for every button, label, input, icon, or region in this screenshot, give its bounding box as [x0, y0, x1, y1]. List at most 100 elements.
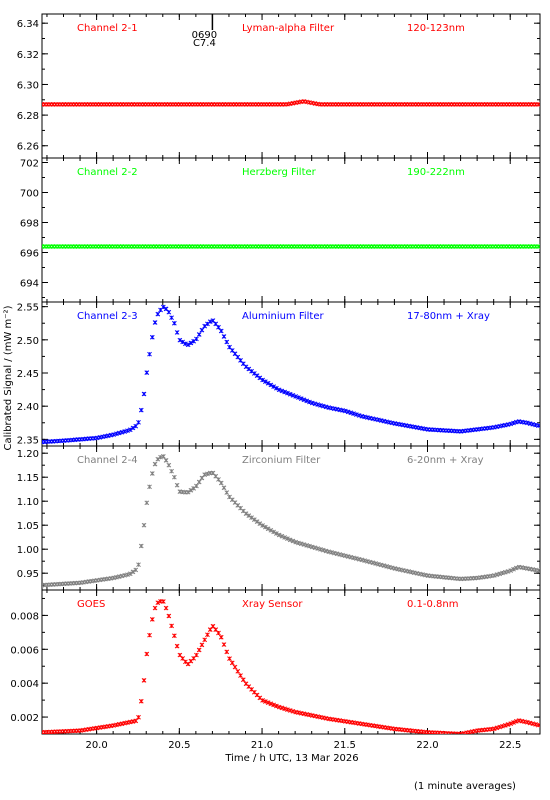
data-point	[279, 533, 285, 539]
data-point	[268, 527, 274, 533]
y-tick-label: 694	[20, 279, 39, 290]
panel-band-label: 120-123nm	[407, 23, 465, 34]
series-points	[42, 244, 540, 249]
panel-5: 0.002 0.004 0.006 0.008 GOES Xray Sensor 0.1-0…	[10, 589, 541, 735]
y-tick-label: 2.55	[17, 303, 39, 314]
data-point	[511, 720, 516, 725]
data-point	[232, 664, 238, 670]
panel-3: 2.35 2.40 2.45 2.50 2.55 Channel 2-3 Aluminium…	[17, 301, 541, 447]
data-point	[494, 725, 500, 731]
data-point	[144, 651, 150, 657]
data-point	[497, 571, 503, 577]
data-point	[353, 412, 359, 417]
data-point	[138, 407, 144, 413]
data-point	[218, 480, 224, 486]
data-point	[260, 377, 265, 383]
data-point	[229, 660, 235, 666]
data-point	[166, 462, 172, 468]
data-point	[141, 677, 147, 683]
data-point	[133, 718, 139, 724]
data-point	[290, 538, 296, 544]
panel-filter-label: Lyman-alpha Filter	[242, 23, 335, 34]
data-point	[271, 702, 276, 708]
data-point	[207, 319, 213, 325]
data-point	[194, 483, 199, 489]
y-tick-label: 2.50	[17, 336, 39, 347]
data-point	[149, 617, 155, 622]
y-tick-label: 1.15	[17, 473, 39, 484]
series-points	[42, 454, 540, 588]
data-point	[149, 334, 155, 340]
y-tick-label: 0.006	[10, 645, 39, 656]
data-point	[172, 633, 177, 639]
y-tick-label: 2.45	[17, 369, 39, 380]
data-point	[304, 398, 310, 404]
y-tick-label: 698	[20, 219, 39, 230]
data-point	[141, 391, 147, 397]
event-marker-class: C7.4	[193, 38, 216, 49]
data-point	[502, 723, 508, 728]
data-point	[149, 471, 155, 476]
data-point	[221, 485, 227, 491]
data-point	[285, 707, 290, 712]
data-point	[298, 396, 304, 402]
data-point	[508, 721, 514, 726]
data-point	[199, 642, 205, 648]
data-point	[136, 714, 141, 720]
data-point	[177, 337, 183, 343]
panel-channel-label: Channel 2-1	[77, 23, 138, 34]
data-point	[144, 500, 150, 506]
data-point	[246, 513, 252, 518]
panel-frame	[41, 445, 541, 591]
data-point	[138, 543, 144, 549]
y-tick-label: 1.10	[17, 497, 39, 508]
x-tick-label: 20.5	[168, 740, 190, 751]
data-point	[265, 700, 271, 705]
data-point	[320, 547, 326, 553]
data-point	[125, 572, 130, 578]
averaging-note: (1 minute averages)	[414, 781, 516, 792]
series-points	[42, 304, 540, 445]
data-point	[216, 630, 221, 636]
data-point	[202, 472, 208, 477]
data-point	[127, 427, 133, 433]
data-point	[147, 351, 152, 357]
y-tick-label: 700	[20, 189, 39, 200]
data-point	[287, 708, 293, 713]
data-point	[163, 605, 169, 611]
data-point	[147, 632, 152, 638]
data-point	[502, 569, 508, 575]
data-point	[500, 723, 505, 729]
data-point	[263, 379, 268, 384]
data-point	[276, 387, 282, 393]
x-tick-label: 20.0	[85, 740, 107, 751]
data-point	[511, 566, 516, 572]
data-point	[271, 384, 276, 389]
data-point	[160, 304, 166, 310]
data-point	[285, 390, 290, 396]
data-point	[152, 461, 158, 467]
x-tick-label: 22.5	[499, 740, 521, 751]
x-tick-label: 21.0	[251, 740, 273, 751]
panel-frame	[41, 589, 541, 735]
data-point	[293, 394, 299, 399]
panel-1: 6.26 6.28 6.30 6.32 6.34 Channel 2-1 Lyman-alp…	[17, 13, 541, 159]
data-point	[130, 569, 136, 575]
data-point	[205, 632, 210, 638]
data-point	[282, 389, 288, 395]
x-axis: 20.0 20.5 21.0 21.5 22.0 22.5	[85, 740, 521, 751]
data-point	[307, 543, 312, 549]
data-point	[296, 395, 301, 400]
y-tick-label: 2.35	[17, 435, 39, 446]
panel-2: 694 696 698 700 702 Channel 2-2 Herzberg Filte…	[20, 157, 541, 303]
data-point	[240, 677, 246, 683]
event-marker-id: 0690	[192, 30, 217, 41]
panel-frame	[41, 13, 541, 159]
y-tick-label: 1.20	[17, 449, 39, 460]
data-point	[155, 311, 161, 317]
data-point	[293, 539, 299, 545]
data-point	[265, 380, 271, 386]
data-point	[160, 599, 166, 604]
data-point	[169, 315, 174, 321]
